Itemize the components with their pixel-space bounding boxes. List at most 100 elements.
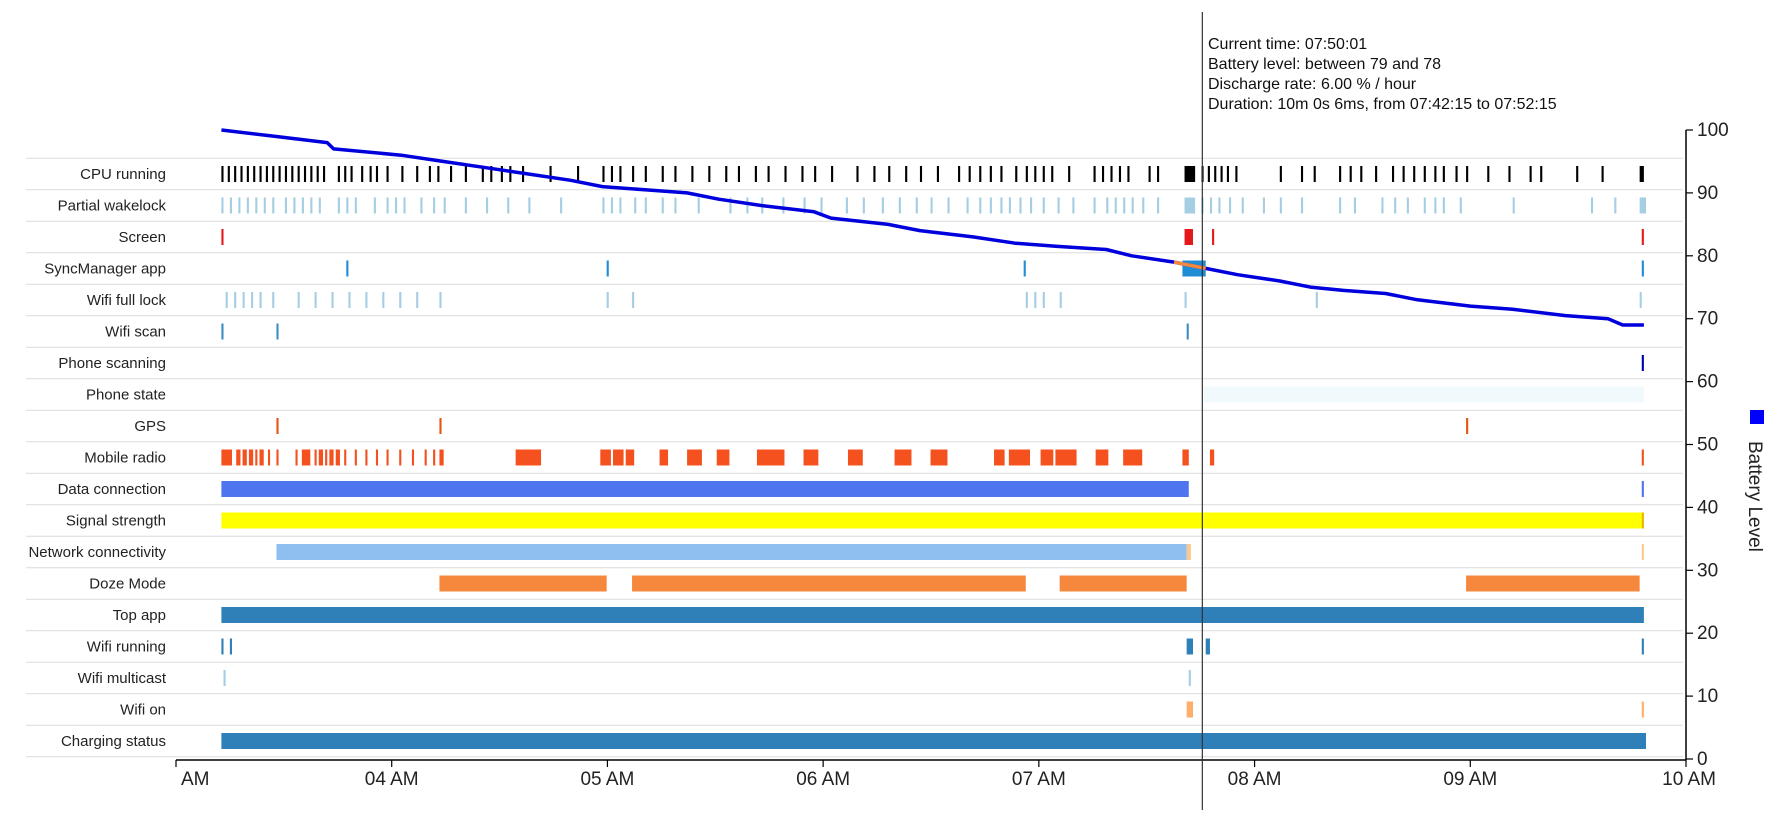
- row-label: Network connectivity: [28, 544, 166, 561]
- battery-highlight-segment: [1173, 260, 1207, 271]
- partial-wakelock-mark: [354, 197, 357, 214]
- cpu-running-mark: [375, 166, 379, 182]
- mobile-radio-mark: [295, 449, 298, 466]
- mobile-radio-mark: [994, 449, 1005, 466]
- wifi-full-lock-mark: [365, 292, 368, 308]
- mobile-radio-mark: [267, 449, 271, 466]
- mobile-radio-mark: [1095, 449, 1109, 466]
- mobile-radio-mark: [515, 449, 542, 466]
- cpu-running-mark: [246, 166, 249, 182]
- cpu-running-mark: [1214, 166, 1217, 182]
- mobile-radio-mark: [625, 449, 635, 466]
- wifi-full-lock-mark: [272, 292, 275, 308]
- partial-wakelock-mark: [464, 197, 467, 214]
- mobile-radio-mark: [318, 449, 324, 466]
- partial-wakelock-mark: [1131, 197, 1134, 214]
- partial-wakelock-mark: [1184, 197, 1196, 214]
- row-label: Phone scanning: [58, 355, 166, 372]
- mobile-radio-mark: [386, 449, 389, 466]
- cpu-running-mark: [1034, 166, 1037, 182]
- partial-wakelock-mark: [373, 197, 376, 214]
- cpu-running-mark: [644, 166, 647, 182]
- network-connectivity-mark: [276, 544, 1187, 560]
- cpu-running-mark: [500, 166, 503, 182]
- syncmanager-app-mark: [1023, 260, 1026, 277]
- partial-wakelock-mark: [602, 197, 605, 214]
- cpu-running-mark: [661, 166, 664, 182]
- mobile-radio-mark: [221, 449, 232, 466]
- mobile-radio-mark: [344, 449, 347, 466]
- partial-wakelock-mark: [1614, 197, 1617, 214]
- cpu-running-mark: [979, 166, 982, 182]
- partial-wakelock-mark: [263, 197, 266, 214]
- cpu-running-mark: [1226, 166, 1229, 182]
- mobile-radio-mark: [600, 449, 611, 466]
- partial-wakelock-mark: [1142, 197, 1145, 214]
- cpu-running-mark: [1101, 166, 1105, 182]
- x-tick-label: 05 AM: [580, 769, 634, 790]
- wifi-full-lock-mark: [1184, 292, 1187, 308]
- partial-wakelock-mark: [443, 197, 446, 214]
- partial-wakelock-mark: [619, 197, 622, 214]
- tooltip-discharge-rate: Discharge rate: 6.00 % / hour: [1208, 76, 1417, 93]
- cpu-running-mark: [1118, 166, 1122, 182]
- wifi-full-lock-mark: [1025, 292, 1028, 308]
- syncmanager-app-mark: [346, 260, 349, 277]
- wifi-full-lock-mark: [234, 292, 237, 308]
- cpu-running-mark: [936, 166, 939, 182]
- x-tick-label: AM: [181, 769, 210, 790]
- y-tick-label: 90: [1697, 183, 1718, 204]
- cpu-running-mark: [619, 166, 622, 182]
- row-label: GPS: [134, 418, 166, 435]
- partial-wakelock-mark: [674, 197, 677, 214]
- mobile-radio-mark: [1055, 449, 1077, 466]
- cpu-running-mark: [1279, 166, 1282, 182]
- partial-wakelock-mark: [1106, 197, 1109, 214]
- cpu-running-mark: [577, 166, 580, 182]
- partial-wakelock-mark: [979, 197, 982, 214]
- partial-wakelock-mark: [820, 197, 823, 214]
- partial-wakelock-mark: [1459, 197, 1462, 214]
- partial-wakelock-mark: [255, 197, 258, 214]
- phone-scanning-mark: [1641, 355, 1644, 371]
- syncmanager-app-mark: [1641, 260, 1644, 277]
- cpu-running-mark: [350, 166, 353, 182]
- mobile-radio-mark: [354, 449, 357, 466]
- screen-mark: [1641, 229, 1644, 245]
- partial-wakelock-mark: [1442, 197, 1445, 214]
- mobile-radio-mark: [1123, 449, 1143, 466]
- cpu-running-mark: [481, 166, 484, 182]
- partial-wakelock-mark: [1157, 197, 1160, 214]
- partial-wakelock-mark: [272, 197, 275, 214]
- partial-wakelock-mark: [1434, 197, 1437, 214]
- partial-wakelock-mark: [782, 197, 785, 214]
- cpu-running-mark: [725, 166, 728, 182]
- wifi-on-mark: [1186, 701, 1194, 718]
- tooltip-duration: Duration: 10m 0s 6ms, from 07:42:15 to 0…: [1208, 96, 1557, 113]
- wifi-running-mark: [221, 638, 224, 655]
- mobile-radio-mark: [375, 449, 379, 466]
- cpu-running-mark: [361, 166, 364, 182]
- cpu-running-mark: [1466, 166, 1469, 182]
- partial-wakelock-mark: [1300, 197, 1304, 214]
- cpu-running-mark: [490, 166, 493, 182]
- partial-wakelock-mark: [560, 197, 563, 214]
- partial-wakelock-mark: [989, 197, 992, 214]
- cpu-running-mark: [234, 166, 237, 182]
- partial-wakelock-mark: [729, 197, 732, 214]
- partial-wakelock-mark: [1209, 197, 1213, 214]
- cpu-running-mark: [754, 166, 757, 182]
- y-tick-label: 70: [1697, 309, 1718, 330]
- cpu-running-mark: [873, 166, 876, 182]
- screen-mark: [1184, 229, 1194, 245]
- partial-wakelock-mark: [1381, 197, 1384, 214]
- cpu-running-mark: [610, 166, 614, 182]
- cpu-running-mark: [509, 166, 512, 182]
- partial-wakelock-mark: [1019, 197, 1022, 214]
- y-tick-label: 10: [1697, 686, 1718, 707]
- wifi-full-lock-mark: [1315, 292, 1318, 308]
- wifi-running-mark: [1186, 638, 1194, 655]
- cpu-running-mark: [919, 166, 923, 182]
- wifi-full-lock-mark: [439, 292, 442, 308]
- partial-wakelock-mark: [310, 197, 313, 214]
